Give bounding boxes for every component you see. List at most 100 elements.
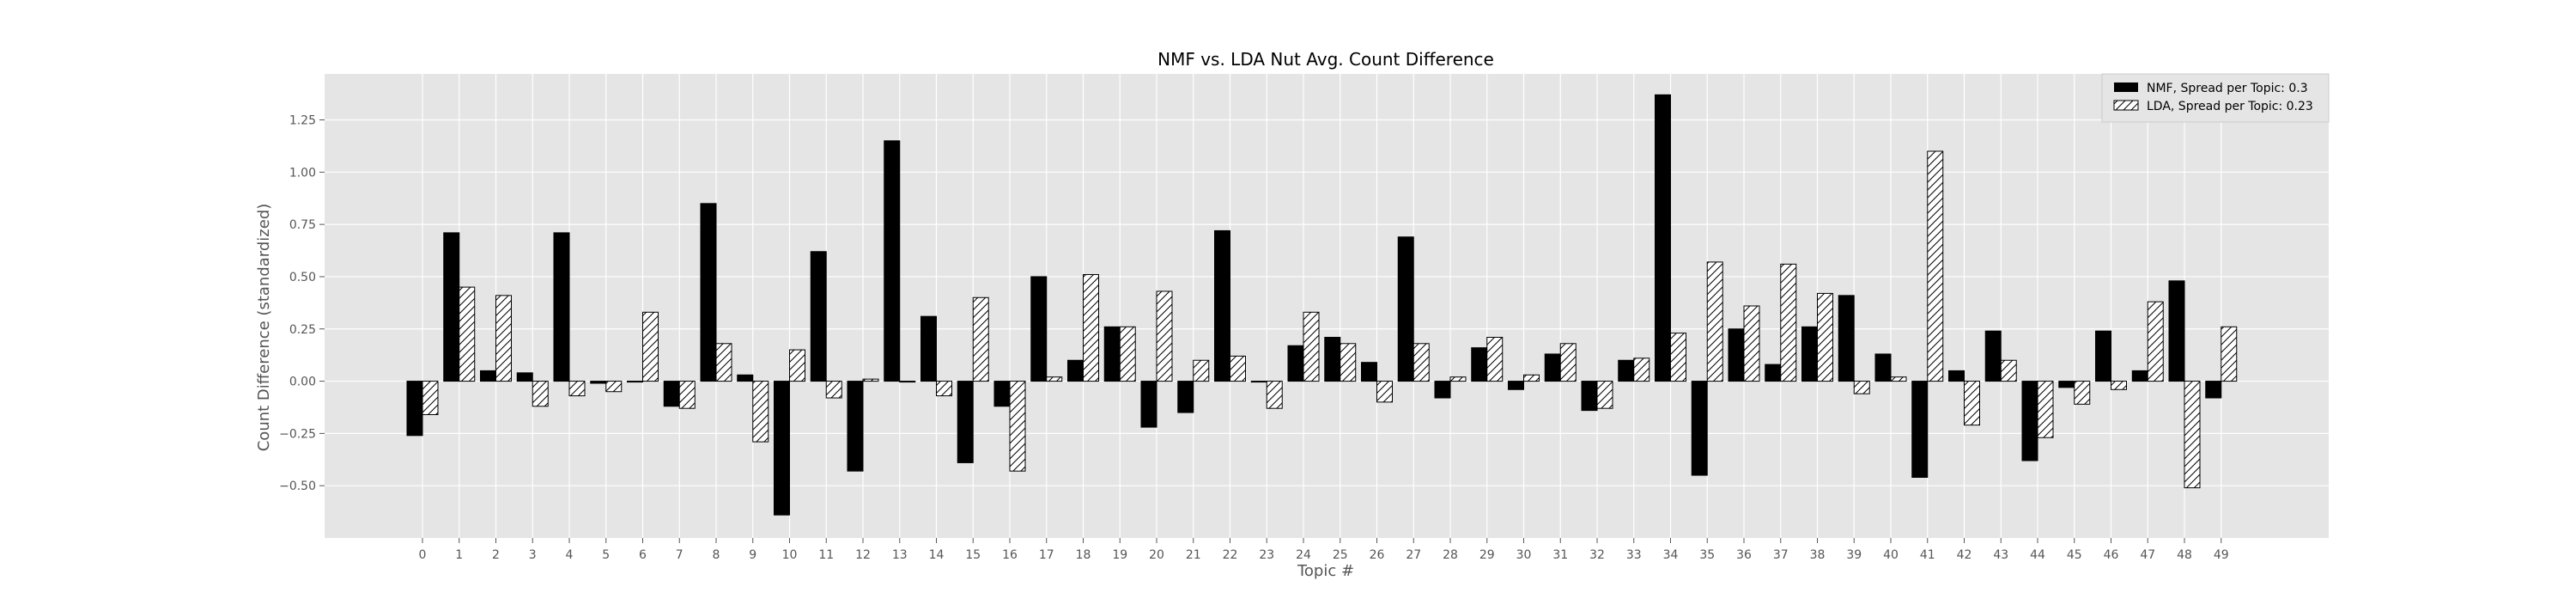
x-tick-label: 47 — [2140, 548, 2155, 562]
bar-nmf — [2058, 381, 2075, 388]
x-axis-label: Topic # — [1297, 562, 1354, 580]
x-tick-label: 5 — [602, 548, 610, 562]
bar-nmf — [1434, 381, 1451, 399]
bar-lda — [2037, 381, 2054, 438]
x-tick-label: 49 — [2214, 548, 2229, 562]
x-tick-label: 7 — [676, 548, 683, 562]
bar-nmf — [1140, 381, 1157, 428]
x-tick-label: 19 — [1112, 548, 1127, 562]
bar-lda — [1376, 381, 1393, 403]
bar-lda — [862, 378, 879, 382]
x-tick-label: 34 — [1663, 548, 1679, 562]
y-tick-label: 0.00 — [289, 376, 316, 389]
bar-nmf — [1691, 381, 1708, 476]
x-tick-label: 0 — [419, 548, 427, 562]
x-tick-label: 23 — [1259, 548, 1274, 562]
x-tick-label: 1 — [455, 548, 463, 562]
bar-nmf — [993, 381, 1011, 407]
bars — [406, 94, 2238, 516]
x-tick-label: 46 — [2104, 548, 2119, 562]
bar-lda — [1303, 311, 1320, 382]
x-tick-label: 9 — [749, 548, 756, 562]
bar-nmf — [1067, 359, 1084, 382]
bar-nmf — [553, 232, 570, 382]
bar-lda — [1266, 381, 1283, 409]
bar-nmf — [1874, 353, 1892, 382]
bar-nmf — [1984, 330, 2002, 382]
bar-lda — [1927, 150, 1944, 382]
y-tick-label: 0.75 — [289, 218, 316, 232]
x-axis-ticks: 0 1 2 3 4 5 6 7 8 9 10 11 12 13 14 15 16 17 18 19 20 21 22 23 24… — [419, 538, 2229, 562]
legend-box — [2101, 73, 2330, 123]
x-tick-label: 28 — [1443, 548, 1458, 562]
bar-nmf — [884, 140, 901, 382]
bar-nmf — [1838, 295, 1855, 382]
x-tick-label: 33 — [1626, 548, 1642, 562]
bar-lda — [2000, 359, 2017, 382]
x-tick-label: 37 — [1773, 548, 1789, 562]
bar-lda — [2184, 381, 2201, 489]
x-tick-label: 27 — [1406, 548, 1421, 562]
bar-lda — [1156, 290, 1173, 382]
bar-lda — [459, 286, 476, 382]
bar-lda — [825, 381, 842, 399]
bar-lda — [1890, 376, 1907, 382]
bar-nmf — [1287, 345, 1304, 382]
x-tick-label: 8 — [713, 548, 720, 562]
bar-nmf — [1177, 381, 1194, 413]
bar-lda — [1486, 336, 1504, 382]
bar-nmf — [810, 251, 827, 382]
bar-lda — [715, 343, 732, 382]
bar-lda — [936, 381, 952, 397]
bar-lda — [1964, 381, 1980, 426]
bar-lda — [2221, 326, 2238, 382]
bar-nmf — [1324, 336, 1341, 382]
bar-lda — [1449, 376, 1467, 382]
bar-nmf — [847, 381, 864, 472]
x-tick-label: 11 — [818, 548, 834, 562]
x-tick-label: 15 — [965, 548, 981, 562]
bar-nmf — [1655, 94, 1671, 382]
bar-lda — [1230, 355, 1246, 382]
x-tick-label: 36 — [1736, 548, 1752, 562]
bar-nmf — [480, 370, 496, 382]
bar-lda — [972, 296, 989, 382]
x-tick-label: 6 — [639, 548, 647, 562]
bar-nmf — [1361, 362, 1377, 382]
bar-lda — [1083, 274, 1099, 382]
bar-nmf — [406, 381, 423, 437]
bar-lda — [1193, 359, 1210, 382]
bar-nmf — [2168, 280, 2185, 382]
y-tick-label: −0.25 — [279, 427, 316, 441]
bar-lda — [605, 381, 623, 393]
bar-nmf — [1508, 381, 1524, 390]
y-axis-label: Count Difference (standardized) — [255, 204, 273, 452]
bar-nmf — [1030, 276, 1048, 382]
bar-nmf — [1728, 328, 1745, 382]
x-tick-label: 26 — [1370, 548, 1385, 562]
x-tick-label: 24 — [1296, 548, 1311, 562]
y-tick-label: 0.25 — [289, 323, 316, 337]
bar-lda — [422, 381, 439, 415]
bar-nmf — [700, 203, 717, 382]
y-tick-label: 1.00 — [289, 166, 316, 180]
x-tick-label: 20 — [1149, 548, 1164, 562]
bar-lda — [1853, 381, 1870, 394]
legend-swatch-nmf — [2114, 82, 2138, 92]
chart-title: NMF vs. LDA Nut Avg. Count Difference — [1157, 49, 1494, 70]
bar-lda — [642, 311, 659, 382]
y-tick-label: 1.25 — [289, 114, 316, 128]
x-tick-label: 35 — [1699, 548, 1715, 562]
bar-nmf — [920, 315, 937, 382]
bar-nmf — [1618, 359, 1635, 382]
bar-nmf — [443, 232, 460, 382]
bar-lda — [1596, 381, 1613, 409]
x-tick-label: 14 — [929, 548, 945, 562]
bar-lda — [752, 381, 769, 443]
y-tick-label: 0.50 — [289, 271, 316, 284]
x-tick-label: 41 — [1920, 548, 1935, 562]
bar-lda — [789, 349, 805, 382]
bar-lda — [495, 295, 512, 382]
x-tick-label: 31 — [1552, 548, 1568, 562]
